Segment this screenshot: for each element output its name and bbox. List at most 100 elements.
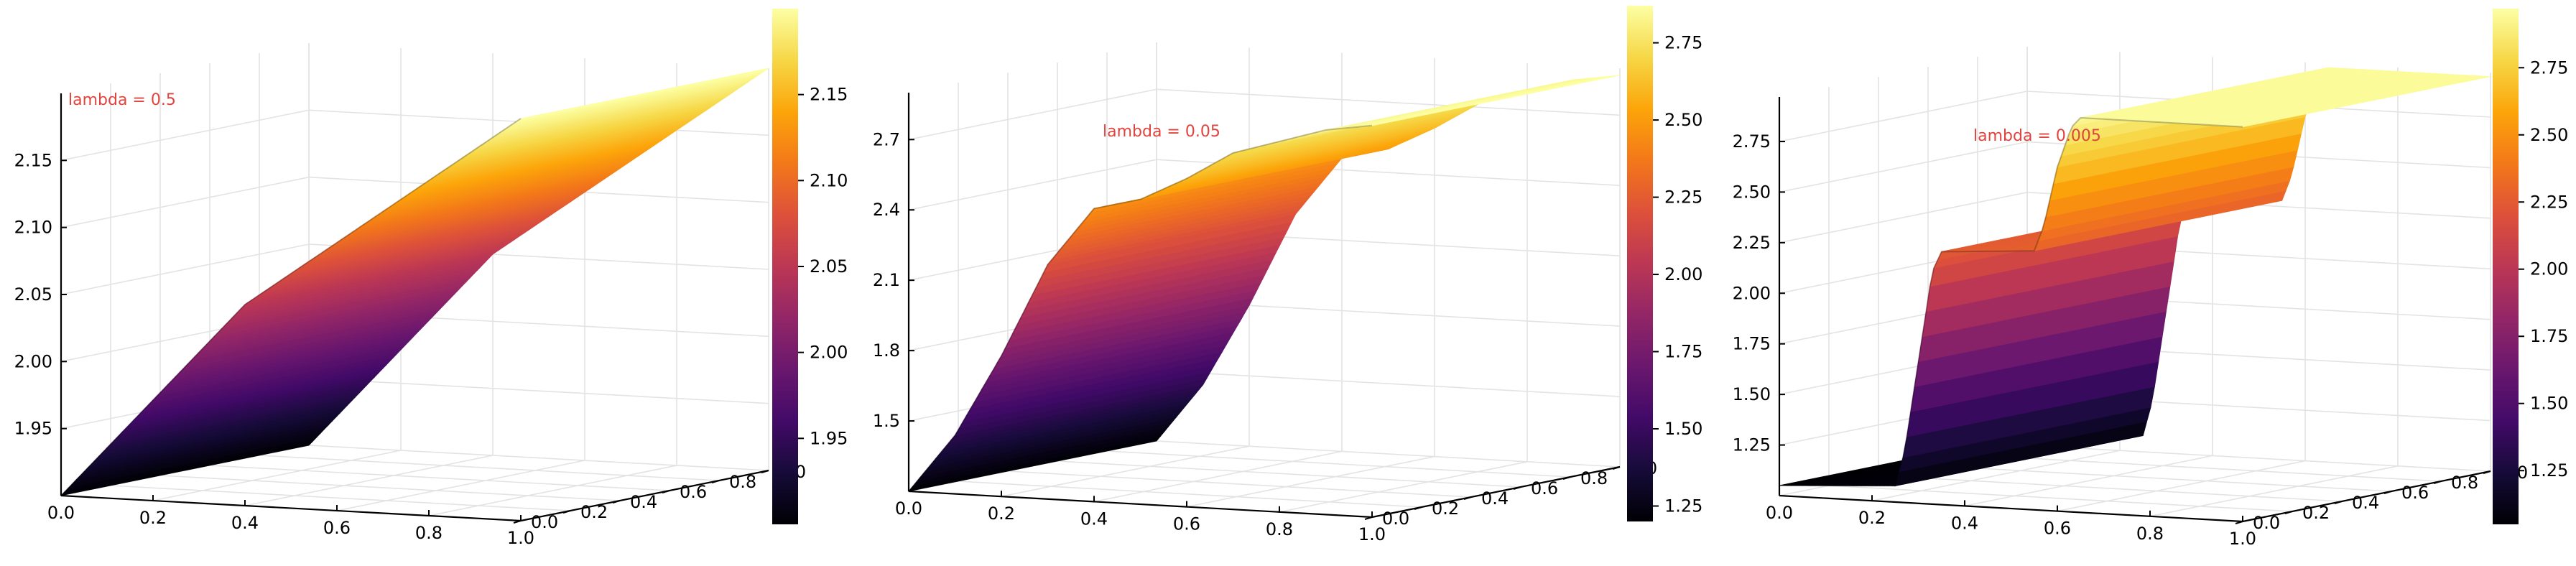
y-tick-mark xyxy=(2483,470,2491,474)
surface xyxy=(907,75,1621,492)
y-tick-label: 0.8 xyxy=(1580,468,1608,488)
surface-strip xyxy=(2238,75,2491,128)
colorbar-tick-label: 1.25 xyxy=(1664,496,1702,516)
y-tick-mark xyxy=(761,470,769,473)
surface-front-edge xyxy=(1779,116,2243,487)
colorbar-tick-label: 2.15 xyxy=(810,85,848,105)
x-tick-label: 0.4 xyxy=(231,513,259,533)
surface-panel-lambda-0.5: 0.00.20.40.60.81.00.00.20.40.60.81.01.95… xyxy=(14,9,848,548)
surface-panel-lambda-0.05: 0.00.20.40.60.81.00.00.20.40.60.81.01.51… xyxy=(873,6,1702,544)
y-tick-mark xyxy=(1562,476,1571,480)
z-tick-label: 2.25 xyxy=(1733,233,1771,253)
z-tick-label: 2.15 xyxy=(14,150,52,170)
colorbar-tick-label: 1.75 xyxy=(2530,326,2568,346)
surface xyxy=(1779,67,2491,487)
surface-strip xyxy=(1368,75,1621,126)
x-tick-label: 0.4 xyxy=(1951,513,1978,533)
lambda-annotation: lambda = 0.5 xyxy=(68,91,176,109)
x-tick-label: 0.6 xyxy=(323,518,351,538)
y-tick-label: 0.2 xyxy=(2302,503,2330,523)
y-tick-mark xyxy=(2433,481,2442,484)
x-tick-label: 0.0 xyxy=(1766,503,1793,523)
y-tick-mark xyxy=(711,480,720,483)
x-tick-label: 1.0 xyxy=(2229,529,2256,549)
y-tick-mark xyxy=(612,500,621,504)
z-tick-label: 2.1 xyxy=(873,270,900,290)
y-tick-mark xyxy=(1513,486,1521,490)
colorbar-gradient xyxy=(1627,6,1653,521)
colorbar-tick-label: 1.75 xyxy=(1664,342,1702,362)
y-tick-mark xyxy=(1612,466,1621,470)
z-tick-label: 2.10 xyxy=(14,218,52,238)
x-tick-label: 0.6 xyxy=(1173,514,1200,534)
surface-panel-lambda-0.005: 0.00.20.40.60.81.00.00.20.40.60.81.01.25… xyxy=(1733,9,2568,549)
y-tick-label: 0.4 xyxy=(1481,488,1509,509)
surface-front-edge xyxy=(60,118,522,496)
x-tick-label: 0.2 xyxy=(1858,508,1886,528)
y-tick-label: 0.8 xyxy=(729,472,756,492)
y-tick-label: 0.0 xyxy=(1382,509,1409,529)
x-tick-label: 0.8 xyxy=(1266,519,1293,539)
y-tick-label: 0.6 xyxy=(1531,478,1558,498)
colorbar: 1.25 1.50 1.75 2.00 2.25 2.50 2.75 xyxy=(2493,9,2568,524)
y-axis-line xyxy=(1371,465,1621,519)
y-tick-mark xyxy=(2383,491,2392,494)
y-tick-label: 0.8 xyxy=(2451,473,2478,493)
z-tick-label: 2.05 xyxy=(14,284,52,305)
y-tick-label: 0.6 xyxy=(680,482,707,502)
x-axis-line xyxy=(908,490,1373,519)
colorbar-tick-label: 1.50 xyxy=(1664,419,1702,439)
colorbar-tick-label: 2.00 xyxy=(2530,259,2568,279)
colorbar-tick-label: 1.25 xyxy=(2530,460,2568,481)
y-axis-line xyxy=(2242,470,2491,523)
colorbar-tick-label: 2.25 xyxy=(1664,187,1702,208)
surface xyxy=(60,68,769,496)
lambda-annotation: lambda = 0.005 xyxy=(1973,127,2101,145)
colorbar-tick-label: 1.50 xyxy=(2530,394,2568,414)
y-tick-mark xyxy=(1414,506,1422,510)
colorbar-tick-label: 2.50 xyxy=(2530,125,2568,145)
z-tick-label: 1.8 xyxy=(873,340,900,361)
x-tick-label: 0.8 xyxy=(415,523,443,543)
colorbar-tick-label: 2.75 xyxy=(1664,33,1702,53)
y-tick-label: 0.4 xyxy=(2352,493,2379,513)
y-tick-label: 0.2 xyxy=(1432,498,1459,519)
y-tick-mark xyxy=(2235,521,2243,524)
y-tick-label: 0.0 xyxy=(2253,513,2280,533)
colorbar-tick-label: 2.10 xyxy=(810,170,848,190)
surface-front-edge xyxy=(908,124,1373,492)
colorbar-gradient xyxy=(772,9,798,524)
x-tick-label: 0.2 xyxy=(139,508,167,528)
y-tick-mark xyxy=(1364,516,1373,520)
y-tick-label: 0.4 xyxy=(630,492,657,512)
x-axis-line xyxy=(60,494,522,522)
colorbar-tick-label: 2.50 xyxy=(1664,110,1702,130)
axes: 0.00.20.40.60.81.00.00.20.40.60.81.01.51… xyxy=(873,93,1657,544)
z-tick-label: 2.00 xyxy=(1733,283,1771,303)
x-tick-label: 0.8 xyxy=(2136,524,2164,544)
x-tick-label: 0.4 xyxy=(1080,509,1108,529)
colorbar-gradient xyxy=(2493,9,2519,524)
lambda-annotation: lambda = 0.05 xyxy=(1103,123,1220,141)
y-axis-line xyxy=(520,469,769,522)
z-tick-label: 2.7 xyxy=(873,129,900,149)
y-tick-mark xyxy=(513,520,522,524)
z-tick-label: 1.50 xyxy=(1733,384,1771,404)
y-tick-mark xyxy=(2334,501,2343,504)
colorbar-tick-label: 2.75 xyxy=(2530,57,2568,78)
y-tick-mark xyxy=(662,490,670,493)
colorbar-tick-label: 2.00 xyxy=(810,343,848,363)
x-tick-label: 0.2 xyxy=(988,504,1015,524)
y-tick-mark xyxy=(562,510,571,514)
colorbar-tick-label: 1.95 xyxy=(810,428,848,448)
z-tick-label: 1.75 xyxy=(1733,334,1771,354)
y-tick-label: 0.2 xyxy=(580,502,608,522)
z-tick-label: 1.25 xyxy=(1733,435,1771,455)
surface-strip xyxy=(516,68,769,121)
x-axis-line xyxy=(1779,494,2243,523)
colorbar-tick-label: 2.05 xyxy=(810,256,848,277)
colorbar-tick-label: 2.00 xyxy=(1664,264,1702,284)
colorbar: 1.95 2.00 2.05 2.10 2.15 xyxy=(772,9,848,524)
y-tick-label: 0.0 xyxy=(531,512,558,532)
